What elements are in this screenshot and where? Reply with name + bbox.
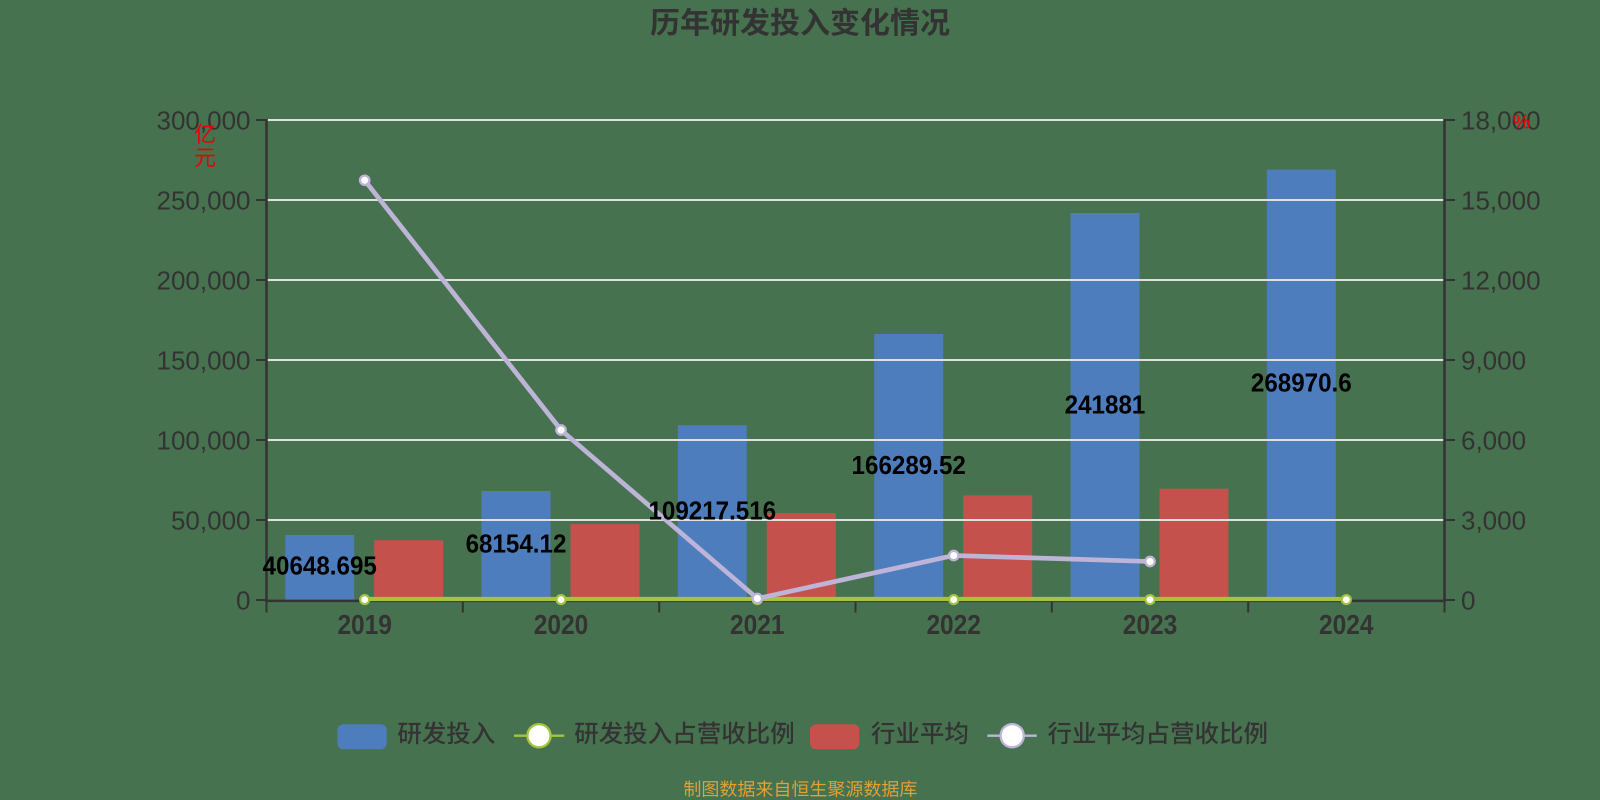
svg-text:2022: 2022 <box>926 609 981 640</box>
svg-text:0: 0 <box>1461 585 1475 615</box>
svg-text:300,000: 300,000 <box>157 105 251 135</box>
svg-text:68154.12: 68154.12 <box>466 528 567 558</box>
svg-text:18,000: 18,000 <box>1461 105 1541 135</box>
svg-text:0: 0 <box>236 585 250 615</box>
svg-text:50,000: 50,000 <box>171 505 251 535</box>
svg-text:2019: 2019 <box>337 609 392 640</box>
svg-text:268970.6: 268970.6 <box>1251 368 1352 398</box>
svg-text:6,000: 6,000 <box>1461 425 1526 455</box>
svg-text:2020: 2020 <box>534 609 589 640</box>
svg-text:12,000: 12,000 <box>1461 265 1541 295</box>
svg-text:2021: 2021 <box>730 609 785 640</box>
svg-text:9,000: 9,000 <box>1461 345 1526 375</box>
svg-text:40648.695: 40648.695 <box>263 550 377 580</box>
svg-text:150,000: 150,000 <box>157 345 251 375</box>
svg-text:2024: 2024 <box>1319 609 1374 640</box>
svg-text:109217.516: 109217.516 <box>648 496 776 526</box>
svg-text:3,000: 3,000 <box>1461 505 1526 535</box>
svg-text:200,000: 200,000 <box>157 265 251 295</box>
svg-text:%: % <box>1513 111 1531 133</box>
svg-text:15,000: 15,000 <box>1461 185 1541 215</box>
svg-text:241881: 241881 <box>1065 389 1146 419</box>
svg-text:100,000: 100,000 <box>157 425 251 455</box>
svg-text:250,000: 250,000 <box>157 185 251 215</box>
svg-text:166289.52: 166289.52 <box>852 450 966 480</box>
svg-text:2023: 2023 <box>1123 609 1178 640</box>
